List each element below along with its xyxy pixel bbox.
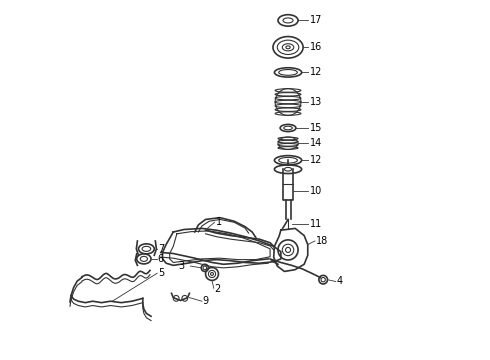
Text: 16: 16	[310, 42, 322, 52]
Text: 17: 17	[310, 15, 322, 26]
Text: 9: 9	[203, 296, 209, 306]
Text: 7: 7	[158, 244, 164, 254]
Text: 15: 15	[310, 123, 322, 133]
Text: 3: 3	[178, 261, 184, 271]
Text: 4: 4	[337, 276, 343, 287]
Text: 2: 2	[215, 284, 221, 294]
Text: 13: 13	[310, 97, 322, 107]
Text: 12: 12	[310, 67, 322, 77]
Text: 11: 11	[310, 219, 322, 229]
Text: 12: 12	[310, 155, 322, 165]
Text: 18: 18	[316, 236, 328, 246]
Text: 1: 1	[216, 217, 221, 227]
Text: 5: 5	[158, 268, 164, 278]
Text: 10: 10	[310, 186, 322, 196]
Text: 6: 6	[158, 254, 164, 264]
Text: 14: 14	[310, 138, 322, 148]
